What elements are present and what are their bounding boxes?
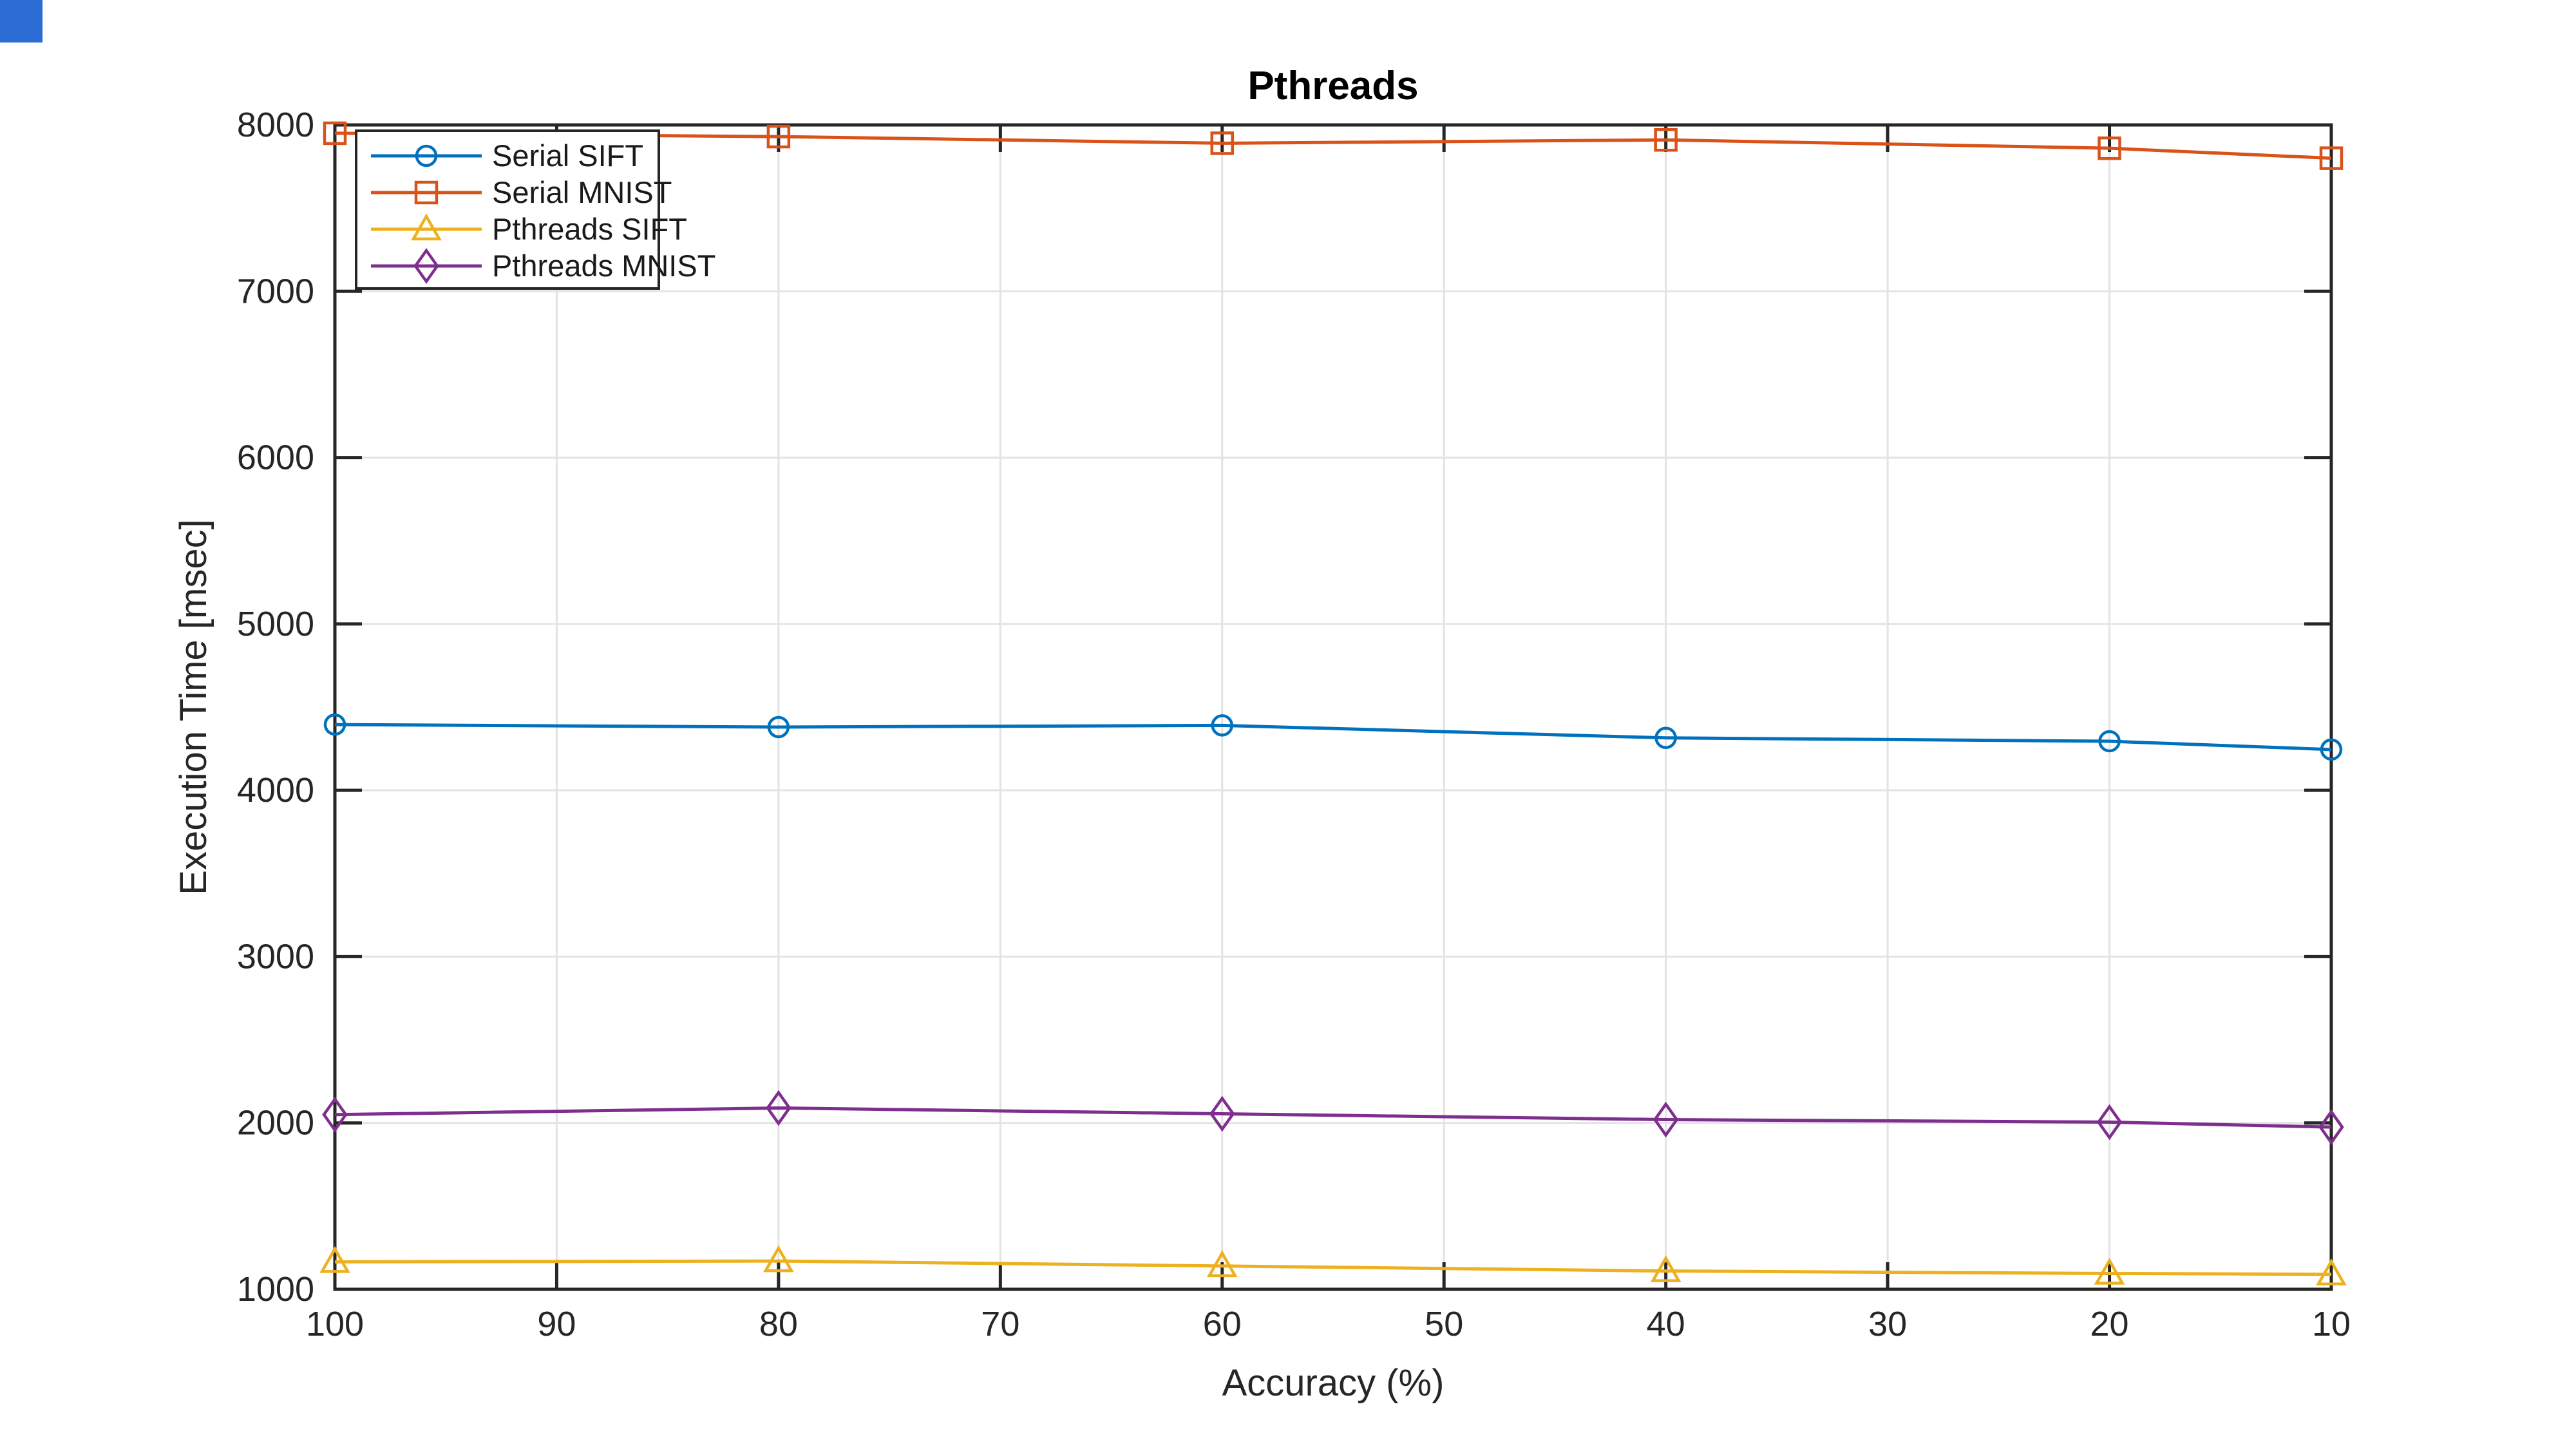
data-point-square [1654, 128, 1678, 152]
data-point-triangle [1206, 1250, 1238, 1278]
data-point-square [323, 121, 347, 146]
data-point-diamond [322, 1096, 348, 1133]
data-point-circle [323, 713, 346, 736]
x-tick-label: 100 [306, 1305, 364, 1343]
data-point-triangle [763, 1245, 794, 1273]
y-tick-label: 2000 [237, 1104, 314, 1142]
y-tick-label: 8000 [237, 106, 314, 144]
series-line-pthreads-mnist [334, 1106, 2332, 1129]
series-line-serial-sift [334, 723, 2332, 752]
series-line-serial-mnist [334, 131, 2332, 160]
data-point-square [766, 124, 791, 149]
data-point-diamond [1653, 1101, 1679, 1138]
y-tick-label: 4000 [237, 771, 314, 810]
data-point-square [2098, 136, 2121, 160]
data-point-square [2319, 146, 2344, 170]
screen-corner-artifact [0, 0, 43, 43]
legend-label: Pthreads MNIST [492, 249, 715, 283]
data-point-circle [2320, 738, 2343, 761]
x-tick-label: 20 [2090, 1305, 2129, 1343]
axes-box [333, 123, 2333, 1291]
data-point-circle [2098, 730, 2121, 753]
x-tick-label: 40 [1647, 1305, 1685, 1343]
data-point-circle [1211, 714, 1234, 737]
legend-label: Serial SIFT [492, 138, 643, 173]
legend-label: Serial MNIST [492, 175, 672, 209]
data-point-triangle [411, 213, 442, 241]
y-tick-label: 6000 [237, 439, 314, 477]
y-axis-label: Execution Time [msec] [173, 519, 214, 895]
legend-label: Pthreads SIFT [492, 212, 687, 246]
data-point-diamond [2096, 1104, 2123, 1141]
x-tick-label: 30 [1868, 1305, 1907, 1343]
x-tick-label: 80 [759, 1305, 798, 1343]
data-point-diamond [766, 1090, 791, 1126]
data-point-circle [415, 144, 438, 167]
data-point-square [1210, 131, 1235, 155]
plot-area [335, 125, 2331, 1289]
data-point-circle [1654, 726, 1677, 750]
data-point-diamond [1209, 1095, 1235, 1132]
data-point-circle [767, 715, 790, 739]
y-tick-label: 1000 [237, 1270, 314, 1309]
y-tick-label: 7000 [237, 272, 314, 310]
x-axis-label: Accuracy (%) [1222, 1362, 1444, 1404]
data-point-diamond [2318, 1109, 2344, 1146]
data-point-square [414, 180, 439, 205]
x-tick-label: 60 [1203, 1305, 1242, 1343]
y-tick-label: 5000 [237, 605, 314, 643]
data-point-diamond [413, 248, 439, 284]
x-tick-label: 50 [1425, 1305, 1463, 1343]
x-tick-label: 90 [537, 1305, 576, 1343]
x-tick-label: 70 [981, 1305, 1019, 1343]
chart-title: Pthreads [1247, 64, 1418, 108]
x-tick-label: 10 [2312, 1305, 2351, 1343]
data-point-triangle [1650, 1255, 1681, 1282]
series-line-pthreads-sift [334, 1259, 2332, 1276]
data-point-triangle [2316, 1258, 2347, 1285]
y-tick-label: 3000 [237, 937, 314, 976]
data-point-triangle [319, 1245, 350, 1273]
data-point-triangle [2094, 1257, 2125, 1285]
